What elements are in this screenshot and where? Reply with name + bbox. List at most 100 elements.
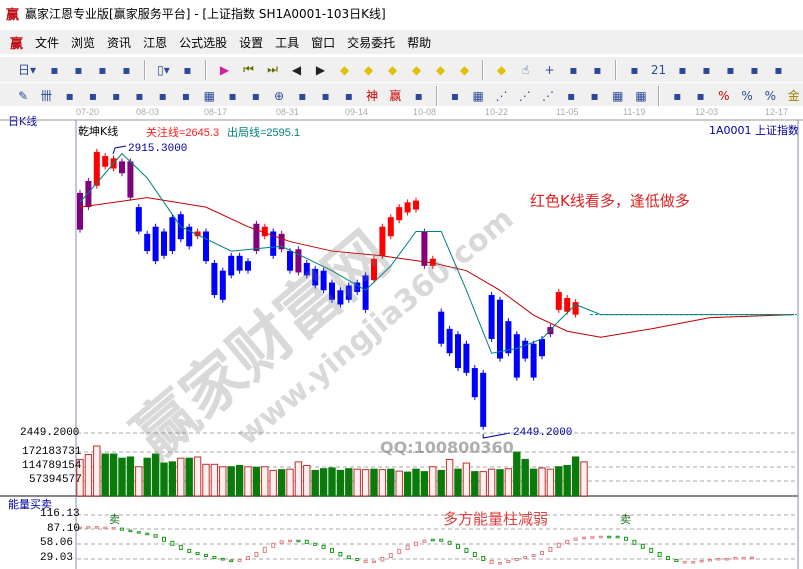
target-icon[interactable]: ⊕ [274,88,285,103]
self-select-icon[interactable]: ▪ [74,62,83,77]
energy-bar [338,551,343,557]
candle-type-dropdown[interactable]: ▯▾ [157,62,170,77]
n2-icon[interactable]: ▪ [228,88,237,103]
v-icon[interactable]: ▪ [590,88,599,103]
menu-5[interactable]: 设置 [239,35,264,50]
last-icon[interactable]: ⏭ [267,62,278,76]
grid-icon[interactable]: 卌 [40,89,53,103]
volume-bar [370,468,378,497]
square-fan-icon[interactable]: ⋰ [518,88,531,103]
menu-9[interactable]: 帮助 [407,35,432,50]
box-icon[interactable]: ▦ [472,88,484,103]
notes-icon[interactable]: ▪ [702,62,711,77]
grid4-icon[interactable]: ▦ [635,88,647,103]
period-day-dropdown[interactable]: 日▾ [17,63,37,77]
chart-area[interactable]: 07-20 08-03 08-17 08-31 09-14 10-08 10-22 11-05… [0,106,803,569]
menu-0[interactable]: 文件 [35,35,60,50]
energy-bar [229,559,234,563]
gold1-icon[interactable]: ▪ [65,88,74,103]
date-tick: 11-05 [556,107,579,117]
panel-label: 日K线 [8,115,38,128]
energy-bar [506,560,511,564]
hand-icon[interactable]: ☝ [521,62,530,77]
energy-bar [531,553,536,557]
computer-icon[interactable]: ▪ [774,62,783,77]
lines-icon[interactable]: ▪ [344,88,353,103]
gann-icon[interactable]: ▪ [183,62,192,77]
stock-list-icon[interactable]: ▪ [50,62,59,77]
network-icon[interactable]: ▪ [750,62,759,77]
width-icon[interactable]: ▪ [450,88,459,103]
menu-8[interactable]: 交易委托 [347,35,396,50]
chart-9-icon[interactable]: ▪ [122,62,131,77]
circle-ruler-icon[interactable]: ▪ [181,88,191,103]
diamond-all-icon[interactable]: ◆ [435,62,446,77]
volume-bar [454,468,462,497]
menu-2[interactable]: 资讯 [107,35,132,50]
energy-bar [405,544,410,550]
period-icon[interactable]: ▪ [593,62,602,77]
gold2-icon[interactable]: ▪ [88,88,97,103]
spiral-icon[interactable]: ▪ [135,88,144,103]
first-icon[interactable]: ⏮ [243,62,254,76]
square-icon[interactable]: ▪ [321,88,330,103]
energy-bar [598,535,603,539]
menu-4[interactable]: 公式选股 [179,35,228,50]
energy-bar [388,552,393,558]
percent-line-icon[interactable]: % [764,88,777,103]
menu-7[interactable]: 窗口 [311,35,336,50]
diamond-star-icon[interactable]: ◆ [459,62,470,77]
percent-icon[interactable]: % [741,88,753,103]
target2-icon[interactable]: ▪ [298,88,307,103]
energy-bar [111,527,116,530]
gold-coin-icon[interactable]: 金 [787,89,800,103]
energy-bar [582,536,586,540]
diamond-ud-icon[interactable]: ◆ [496,62,507,77]
tree-icon[interactable]: ▪ [630,62,639,77]
date-tick: 09-14 [345,107,369,117]
line-draw-icon[interactable]: ▪ [569,62,578,77]
energy-bar [103,526,108,530]
flag-icon[interactable]: ▶ [219,62,230,77]
shen-icon[interactable]: 神 [366,89,379,103]
energy-bar [153,534,158,538]
grid3-icon[interactable]: ▦ [612,88,624,103]
window-title: 赢家江恩专业版[赢家服务平台] - [上证指数 SH1A0001-103日K线] [25,6,386,21]
energy-bar [447,540,452,545]
volume-bar [395,470,403,497]
date-tick: 10-22 [485,107,509,117]
parallel-icon[interactable]: ▪ [673,88,682,103]
prev-icon[interactable]: ◀ [291,62,302,77]
calendar-icon[interactable]: 21 [650,62,667,77]
diamond-left-icon[interactable]: ◆ [339,62,350,77]
pen-icon[interactable]: ✎ [18,88,29,103]
percent-red-icon[interactable]: % [718,88,730,103]
crosshair-icon[interactable]: + [544,62,555,77]
menu-1[interactable]: 浏览 [71,35,96,50]
fan-icon[interactable]: ⋰ [495,88,508,103]
diamond-lr-icon[interactable]: ◆ [387,62,398,77]
volume-bar [319,468,328,497]
fork-icon[interactable]: ▪ [112,88,121,103]
ruler-icon[interactable]: ▪ [414,88,423,103]
toolbar-separator [144,59,146,80]
menu-6[interactable]: 工具 [275,35,300,50]
angle2-icon[interactable]: ▪ [567,88,576,103]
save-icon[interactable]: ▪ [726,62,735,77]
volume-top-label: 2449.2000 [20,427,80,439]
angle-icon[interactable]: ▪ [251,88,260,103]
ying-icon[interactable]: 赢 [389,89,402,103]
calculator-icon[interactable]: ▪ [678,62,687,77]
list-icon[interactable]: ▪ [696,88,705,103]
diamond-right-icon[interactable]: ◆ [363,62,374,77]
square-fan2-icon[interactable]: ⋰ [541,88,554,103]
energy-bar [78,526,82,530]
pen-ruler-icon[interactable]: ▪ [158,88,167,103]
volume-bar [571,456,580,497]
next-icon[interactable]: ▶ [315,62,326,77]
menu-3[interactable]: 江恩 [143,35,168,50]
volume-bar [378,469,387,497]
chart-3-icon[interactable]: ▪ [98,62,107,77]
grid2-icon[interactable]: ▦ [203,88,215,103]
diamond-in-icon[interactable]: ◆ [411,62,422,77]
